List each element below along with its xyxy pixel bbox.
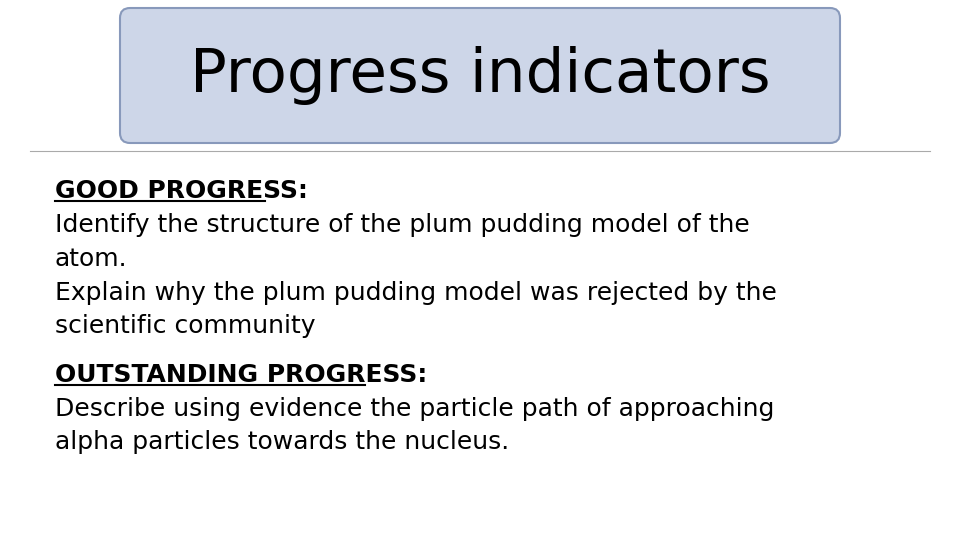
Text: OUTSTANDING PROGRESS:: OUTSTANDING PROGRESS: [55, 363, 427, 387]
Text: GOOD PROGRESS:: GOOD PROGRESS: [55, 179, 308, 203]
Text: Identify the structure of the plum pudding model of the
atom.: Identify the structure of the plum puddi… [55, 213, 750, 271]
Text: Progress indicators: Progress indicators [190, 46, 770, 105]
FancyBboxPatch shape [120, 8, 840, 143]
Text: Explain why the plum pudding model was rejected by the
scientific community: Explain why the plum pudding model was r… [55, 281, 777, 339]
Text: Describe using evidence the particle path of approaching
alpha particles towards: Describe using evidence the particle pat… [55, 397, 775, 455]
